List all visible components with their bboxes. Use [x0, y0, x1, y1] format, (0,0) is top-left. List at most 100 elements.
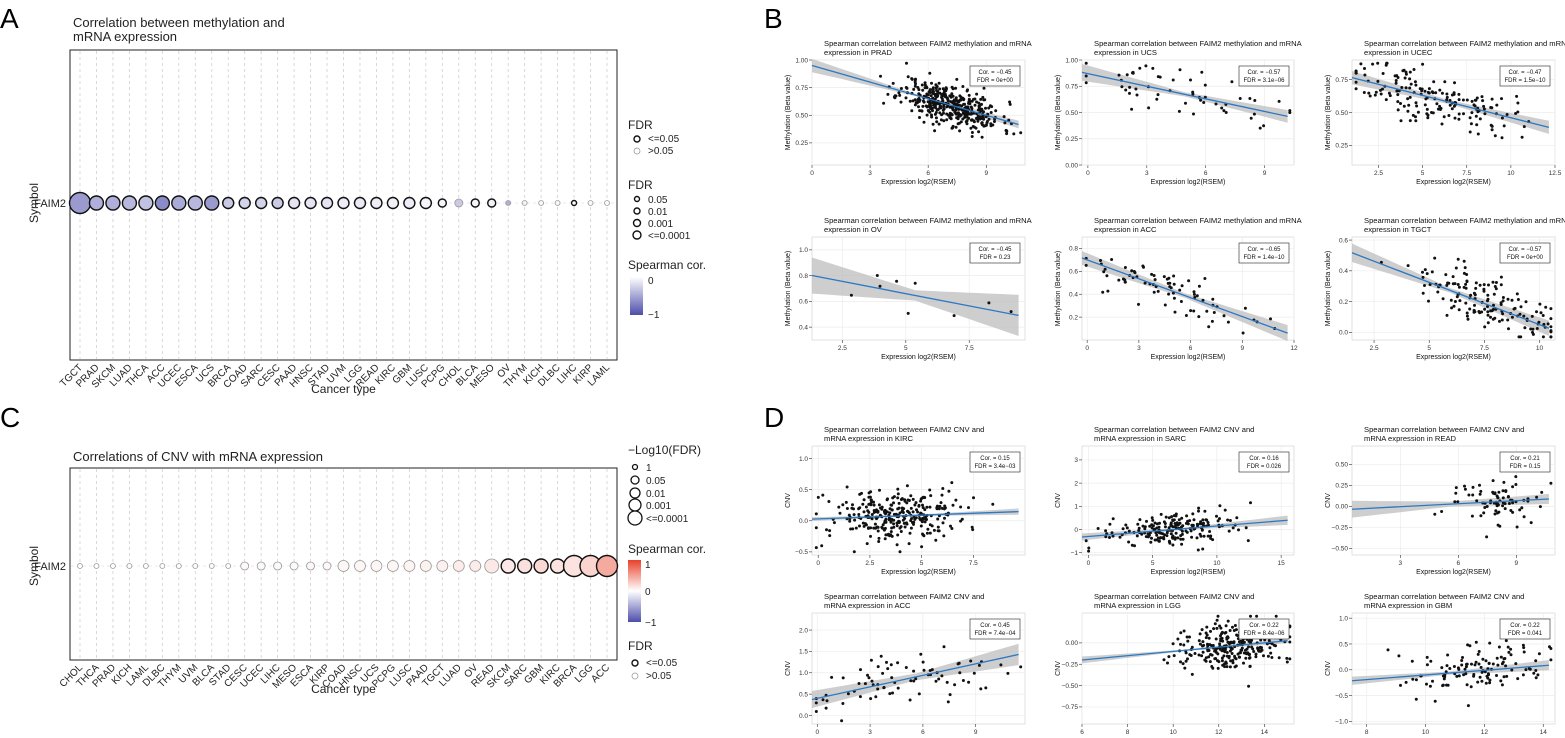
data-point	[896, 661, 900, 665]
dot-CESC	[271, 196, 284, 210]
data-point	[1486, 293, 1490, 297]
data-point	[913, 80, 917, 84]
data-point	[972, 496, 975, 500]
data-point	[1482, 104, 1486, 108]
data-point	[1396, 108, 1400, 112]
data-point	[863, 682, 867, 686]
data-point	[1446, 281, 1450, 285]
data-point	[1190, 535, 1194, 539]
data-point	[1486, 297, 1490, 301]
data-point	[889, 530, 893, 534]
data-point	[1534, 669, 1538, 672]
data-point	[1118, 535, 1122, 539]
data-point	[1414, 115, 1417, 119]
data-point	[1463, 484, 1466, 488]
data-point	[1203, 83, 1207, 87]
data-point	[1507, 650, 1511, 654]
data-point	[1374, 90, 1378, 94]
data-point	[910, 77, 914, 81]
data-point	[1185, 635, 1189, 639]
legend-size-symbol	[631, 463, 639, 471]
regression-line	[811, 653, 1019, 701]
data-point	[930, 113, 933, 117]
data-point	[1242, 651, 1246, 655]
data-point	[1534, 676, 1538, 680]
colorbar	[628, 560, 641, 622]
data-point	[988, 104, 992, 108]
data-point	[959, 519, 963, 523]
data-point	[1531, 327, 1535, 331]
dot-GBM	[403, 196, 416, 210]
y-tick-label: 0.00	[1065, 640, 1078, 647]
data-point	[945, 680, 949, 684]
data-point	[1485, 505, 1489, 508]
data-point	[1400, 86, 1404, 89]
data-point	[924, 104, 928, 108]
dot-COAD	[337, 560, 350, 572]
data-point	[940, 506, 944, 510]
data-point	[1414, 83, 1418, 87]
data-point	[854, 526, 858, 530]
data-point	[1277, 99, 1281, 103]
scatter-title-line: Spearman correlation between FAIM2 methy…	[1364, 39, 1565, 48]
data-point	[1414, 678, 1418, 682]
data-point	[1489, 315, 1492, 319]
data-point	[869, 490, 873, 494]
data-point	[1529, 521, 1533, 525]
data-point	[838, 511, 842, 515]
data-point	[1210, 653, 1214, 657]
y-tick-label: 1.0	[799, 247, 808, 254]
data-point	[956, 117, 960, 121]
data-point	[1199, 98, 1203, 102]
data-point	[1183, 666, 1187, 670]
data-point	[950, 126, 954, 130]
data-point	[1516, 298, 1520, 301]
y-tick-label: −0.5	[795, 549, 808, 556]
data-point	[926, 527, 930, 531]
data-point	[1244, 526, 1248, 530]
legend-C: −Log10(FDR) 1 0.05 0.010.001 <=0.0001 Spearma…	[627, 443, 706, 682]
data-point	[1491, 280, 1495, 284]
y-tick-label: 0.50	[795, 113, 808, 120]
data-point	[1483, 506, 1487, 509]
data-point	[1248, 97, 1252, 100]
data-point	[891, 691, 894, 695]
data-point	[1120, 85, 1124, 89]
data-point	[1362, 91, 1366, 94]
data-point	[1288, 111, 1292, 115]
data-point	[1500, 683, 1504, 687]
data-point	[1173, 310, 1177, 314]
data-point	[898, 550, 902, 554]
scatter-title-line: Spearman correlation between FAIM2 methy…	[824, 216, 1033, 225]
legend-title: Spearman cor.	[628, 258, 706, 272]
data-point	[903, 525, 907, 529]
x-tick-label: 0	[815, 729, 819, 736]
data-point	[933, 94, 937, 98]
data-point	[935, 108, 939, 112]
data-point	[910, 109, 914, 113]
data-point	[1218, 624, 1222, 628]
data-point	[828, 529, 832, 533]
data-point	[950, 527, 954, 530]
data-point	[1252, 112, 1256, 116]
data-point	[1170, 515, 1174, 519]
x-tick-label: 0	[1086, 170, 1090, 177]
data-point	[928, 110, 932, 114]
data-point	[1204, 656, 1208, 660]
legend-fdr-sig-symbol	[633, 135, 641, 143]
data-point	[1225, 665, 1229, 669]
stats-box	[969, 65, 1021, 87]
data-point	[858, 524, 861, 528]
data-point	[1220, 649, 1224, 653]
data-point	[1443, 675, 1447, 679]
data-point	[869, 534, 872, 538]
regression-line	[1351, 664, 1549, 682]
data-point	[1110, 258, 1114, 261]
scatter-scatter_D-1: Spearman correlation between FAIM2 CNV a…	[1055, 425, 1295, 576]
stats-fdr: FDR = 3.4e−03	[974, 464, 1016, 470]
data-point	[1476, 680, 1480, 684]
scatter-title-line: expression in ACC	[1094, 225, 1157, 234]
data-point	[1499, 283, 1503, 287]
data-point	[1158, 521, 1161, 525]
data-point	[1501, 660, 1505, 664]
